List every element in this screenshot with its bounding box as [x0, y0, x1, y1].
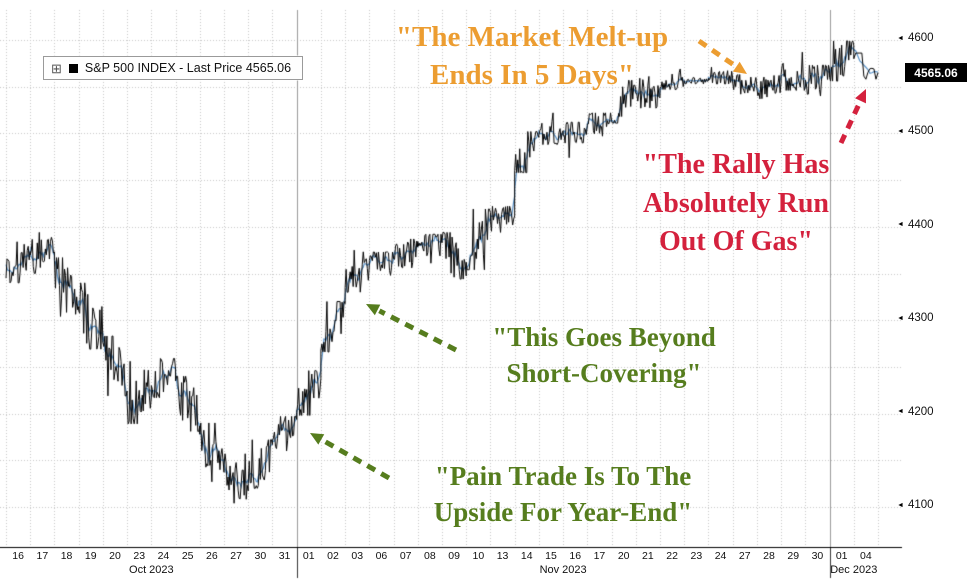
annotation-pain-trade-upside: "Pain Trade Is To The Upside For Year-En…	[433, 461, 693, 527]
x-tick-day-label: 24	[157, 550, 170, 562]
x-tick-day-label: 16	[569, 550, 582, 562]
x-tick-day-label: 13	[496, 550, 509, 562]
x-tick-day-label: 29	[787, 550, 800, 562]
x-tick-day-label: 07	[399, 550, 412, 562]
x-tick-day-label: 16	[12, 550, 24, 562]
last-price-badge: 4565.06	[905, 63, 967, 83]
x-tick-day-label: 19	[84, 550, 97, 562]
x-tick-day-label: 25	[181, 550, 194, 562]
x-tick-day-label: 18	[60, 550, 73, 562]
x-tick-day-label: 02	[327, 550, 339, 562]
x-tick-day-label: 31	[278, 550, 291, 562]
x-tick-day-label: 14	[520, 550, 533, 562]
x-tick-day-label: 20	[109, 550, 121, 562]
x-axis: 16 17 18 19 20 23 24 25 26 27 30 31 Oct 2023 01 02 03 06…	[0, 548, 967, 580]
x-axis-month-label: Oct 2023	[129, 564, 174, 576]
x-tick-day-label: 24	[714, 550, 727, 562]
x-tick-day-label: 22	[666, 550, 678, 562]
x-tick-day-label: 08	[424, 550, 436, 562]
x-tick-day-label: 23	[133, 550, 146, 562]
x-tick-day-label: 27	[230, 550, 242, 562]
x-tick-day-label: 03	[351, 550, 364, 562]
x-tick-day-label: 23	[690, 550, 703, 562]
x-tick-day-label: 01	[835, 550, 848, 562]
x-axis-month-label: Dec 2023	[830, 564, 878, 576]
annotation-rally-out-of-gas: "The Rally Has Absolutely Run Out Of Gas…	[642, 149, 830, 258]
legend-series-swatch-icon	[68, 63, 78, 73]
x-tick-day-label: 21	[642, 550, 654, 562]
x-tick-day-label: 27	[738, 550, 751, 562]
x-tick-day-label: 17	[36, 550, 49, 562]
x-tick-day-label: 10	[472, 550, 485, 562]
legend-settings-icon: ⊞	[51, 60, 62, 76]
x-tick-day-label: 06	[375, 550, 388, 562]
x-tick-day-label: 15	[545, 550, 557, 562]
x-tick-day-label: 17	[593, 550, 606, 562]
x-tick-day-label: 01	[302, 550, 315, 562]
legend-series-label: S&P 500 INDEX - Last Price 4565.06	[84, 61, 292, 75]
x-tick-day-label: 04	[860, 550, 872, 562]
x-tick-day-label: 09	[448, 550, 460, 562]
x-tick-day-label: 30	[254, 550, 267, 562]
x-tick-day-label: 30	[811, 550, 824, 562]
x-tick-day-label: 26	[206, 550, 218, 562]
x-tick-day-label: 20	[617, 550, 630, 562]
annotation-beyond-short-covering: "This Goes Beyond Short-Covering"	[492, 322, 716, 388]
x-axis-month-label: Nov 2023	[539, 564, 587, 576]
x-tick-day-label: 28	[763, 550, 775, 562]
chart-legend[interactable]: ⊞ S&P 500 INDEX - Last Price 4565.06	[43, 56, 304, 80]
annotation-market-melt-up: "The Market Melt-up Ends In 5 Days"	[395, 21, 669, 92]
